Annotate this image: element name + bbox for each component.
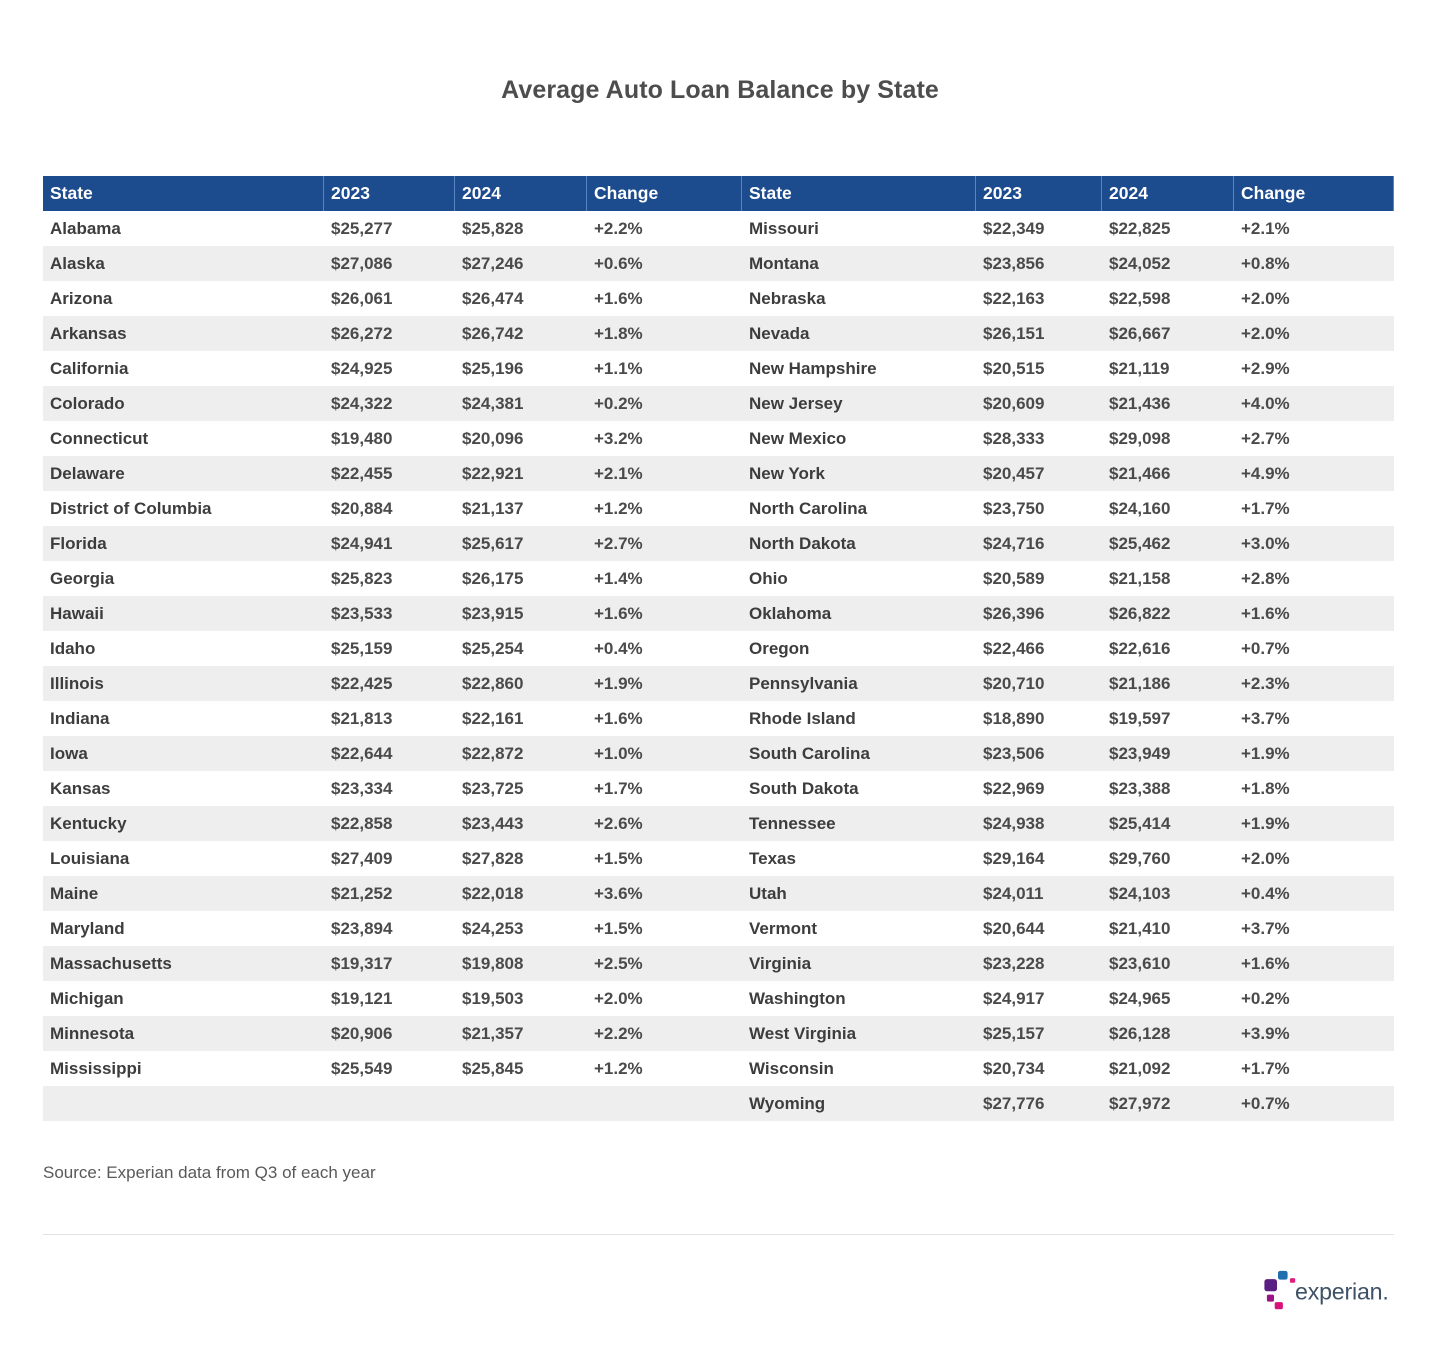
svg-text:experian.: experian. — [1295, 1279, 1389, 1305]
